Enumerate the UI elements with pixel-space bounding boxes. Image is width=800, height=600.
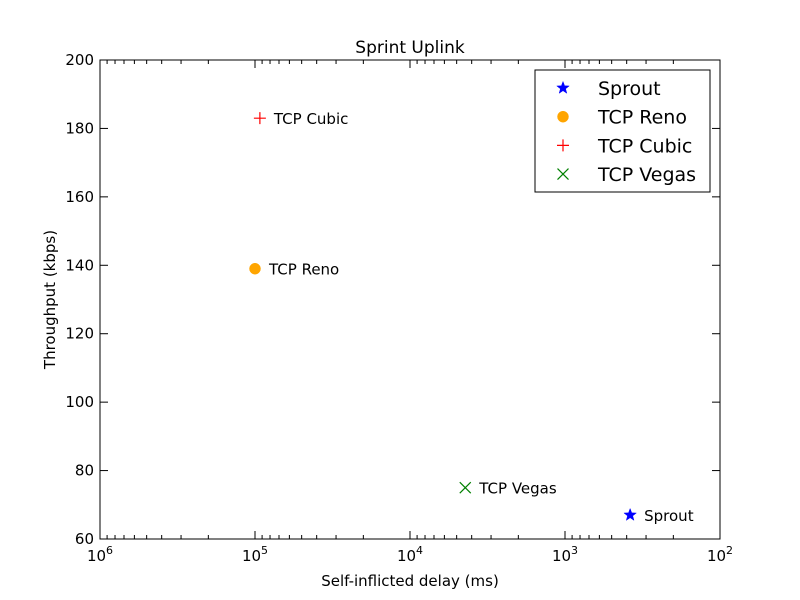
y-tick-labels: 60 80 100 120 140 160 180 200 [65,51,94,548]
plot-area-frame [99,59,721,540]
y-tick-label: 60 [75,530,94,548]
x-tick-label: 105 [242,544,268,565]
point-label-sprout: Sprout [644,507,694,525]
y-tick-label: 140 [65,256,94,274]
y-tick-label: 120 [65,325,94,343]
y-tick-label: 100 [65,393,94,411]
x-tick-labels: 106 105 104 103 102 [87,544,733,565]
x-tick-label: 102 [707,544,733,565]
point-labels: Sprout TCP Reno TCP Cubic TCP Vegas [268,110,694,525]
x-tick-label: 104 [397,544,423,565]
y-axis-label: Throughput (kbps) [41,230,59,370]
y-tick-label: 80 [75,462,94,480]
chart-title: Sprint Uplink [355,38,465,58]
legend-marker-sprout [556,80,570,94]
point-label-tcp-cubic: TCP Cubic [273,110,349,128]
legend-label-sprout: Sprout [598,78,661,100]
point-label-tcp-vegas: TCP Vegas [478,480,557,498]
data-point-sprout [623,507,638,521]
y-tick-label: 200 [65,51,94,69]
data-point-tcp-vegas [459,481,472,494]
legend-marker-tcp-vegas [557,168,569,181]
legend-marker-tcp-reno [557,110,569,123]
x-axis-label: Self-inflicted delay (ms) [321,572,499,590]
data-point-tcp-reno [249,262,261,275]
y-tick-label: 180 [65,119,94,137]
y-tick-label: 160 [65,188,94,206]
legend-label-tcp-cubic: TCP Cubic [597,135,692,157]
x-tick-label: 106 [87,544,113,565]
legend-label-tcp-vegas: TCP Vegas [597,164,696,186]
data-points [249,112,638,521]
legend-label-tcp-reno: TCP Reno [597,107,687,129]
point-label-tcp-reno: TCP Reno [268,261,339,279]
data-point-tcp-cubic [253,112,266,125]
x-tick-label: 103 [552,544,578,565]
legend: Sprout TCP Reno TCP Cubic TCP Vegas [534,69,711,193]
legend-marker-tcp-cubic [557,139,569,152]
